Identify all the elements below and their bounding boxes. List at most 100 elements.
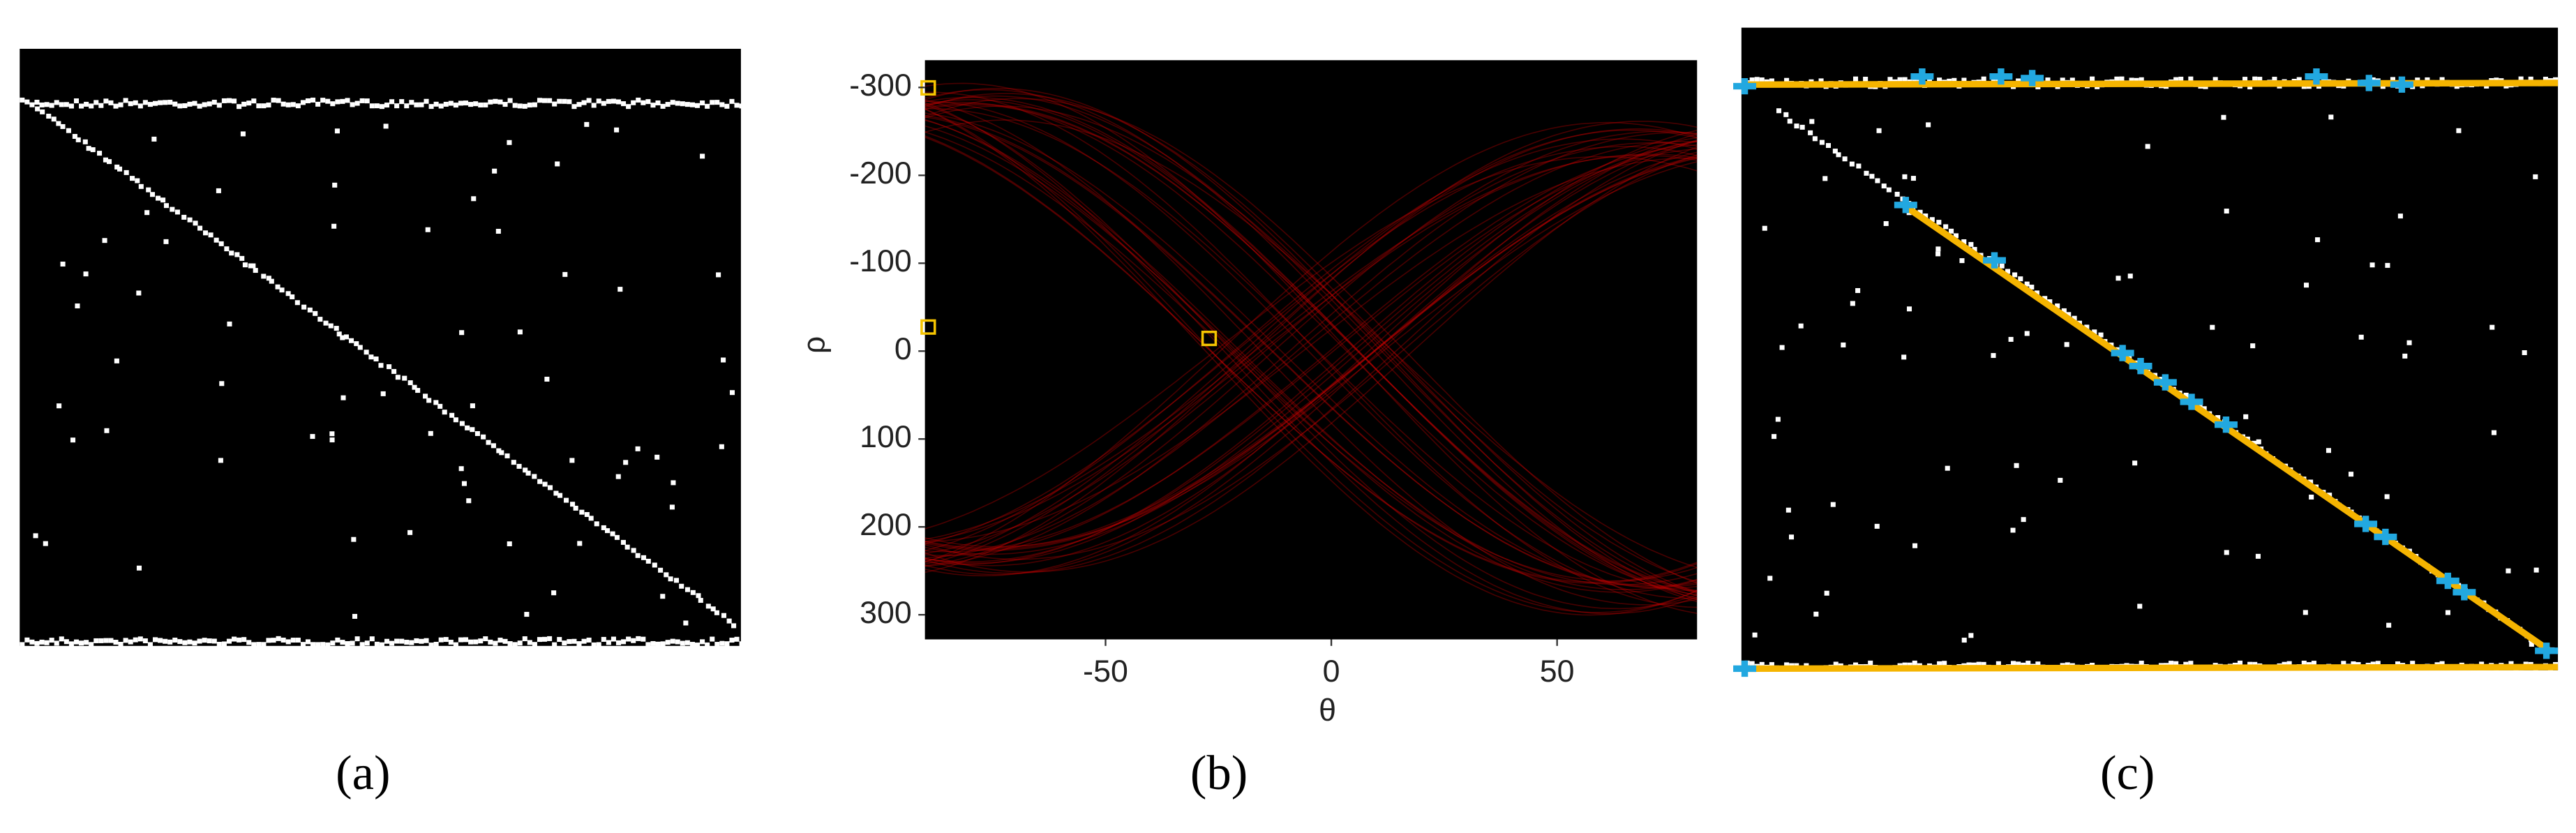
hough-curve	[924, 105, 1698, 583]
hough-curve	[924, 99, 1698, 596]
pixel	[689, 102, 695, 107]
pixel	[2439, 77, 2445, 82]
pixel	[624, 544, 630, 550]
pixel	[118, 642, 123, 647]
pixel	[2243, 414, 2249, 419]
pixel	[2358, 334, 2364, 340]
pixel	[348, 338, 354, 343]
pixel	[86, 146, 91, 151]
pixel	[591, 103, 597, 108]
pixel	[493, 640, 498, 646]
pixel	[136, 290, 142, 296]
hough-curve	[924, 121, 1698, 563]
pixel	[567, 99, 572, 105]
pixel	[665, 640, 671, 645]
pixel	[172, 101, 178, 107]
peak-marker	[920, 319, 936, 335]
pixel	[1769, 662, 1774, 668]
pixel	[507, 641, 513, 647]
pixel	[256, 103, 262, 109]
pixel	[1959, 258, 1965, 264]
pixel	[579, 509, 585, 515]
endpoint-marker	[2436, 572, 2459, 590]
pixel	[542, 98, 548, 103]
pixel	[331, 223, 337, 229]
pixel	[323, 320, 329, 326]
pixel	[218, 241, 224, 246]
pixel	[75, 137, 81, 142]
pixel	[1850, 301, 1855, 306]
pixel	[2491, 430, 2497, 435]
pixel	[675, 639, 680, 645]
pixel	[221, 98, 227, 103]
pixel	[488, 99, 493, 105]
pixel	[383, 123, 389, 129]
pixel	[84, 640, 89, 645]
pixel	[2508, 661, 2514, 666]
pixel	[665, 102, 671, 107]
pixel	[163, 100, 168, 105]
endpoint-marker	[2021, 70, 2044, 87]
pixel	[133, 100, 138, 105]
pixel	[2315, 237, 2321, 243]
pixel	[2178, 76, 2184, 82]
pixel	[470, 427, 475, 433]
pixel	[606, 98, 611, 104]
pixel	[507, 140, 512, 145]
pixel	[461, 481, 467, 486]
pixel	[473, 101, 479, 107]
y-tick-label: 0	[894, 332, 912, 366]
pixel	[655, 641, 661, 647]
pixel	[652, 562, 657, 568]
pixel	[237, 104, 242, 110]
pixel	[562, 640, 567, 646]
pixel	[310, 434, 315, 440]
pixel	[2397, 213, 2403, 219]
pixel	[615, 99, 622, 105]
pixel	[295, 638, 301, 643]
pixel	[705, 642, 710, 647]
pixel	[407, 380, 413, 386]
pixel	[1929, 217, 1935, 223]
pixel	[221, 641, 227, 647]
endpoint-marker	[2374, 528, 2397, 546]
pixel	[315, 101, 321, 107]
pixel	[497, 638, 503, 643]
pixel	[2445, 610, 2451, 615]
pixel	[237, 637, 242, 643]
pixel	[2257, 77, 2263, 82]
pixel	[1961, 638, 1967, 643]
y-tick-label: 300	[860, 596, 912, 630]
pixel	[478, 638, 484, 644]
hough-curve	[924, 148, 1698, 553]
pixel	[2047, 299, 2053, 305]
endpoint-marker	[2180, 393, 2203, 410]
pixel	[483, 636, 488, 642]
pixel	[2224, 550, 2229, 555]
hough-curve	[924, 142, 1698, 555]
pixel	[409, 640, 414, 645]
pixel	[1799, 124, 1805, 130]
pixel	[114, 358, 119, 363]
pixel	[2183, 392, 2189, 398]
pixel	[279, 287, 285, 293]
pixel	[2173, 661, 2179, 666]
y-tick-label: 100	[860, 420, 912, 454]
pixel	[606, 640, 611, 645]
pixel	[2188, 661, 2194, 666]
pixel	[547, 98, 553, 103]
pixel	[147, 102, 153, 107]
pixel	[586, 637, 592, 643]
pixel	[512, 642, 518, 647]
hough-curve	[924, 151, 1698, 555]
pixel	[499, 450, 504, 456]
pixel	[211, 638, 217, 644]
pixel	[1754, 77, 1760, 82]
hough-curve	[924, 102, 1698, 615]
pixel	[660, 103, 666, 109]
pixel	[1991, 353, 1996, 359]
hough-curve	[924, 161, 1698, 548]
pixel	[305, 639, 311, 645]
pixel	[1943, 224, 1949, 230]
